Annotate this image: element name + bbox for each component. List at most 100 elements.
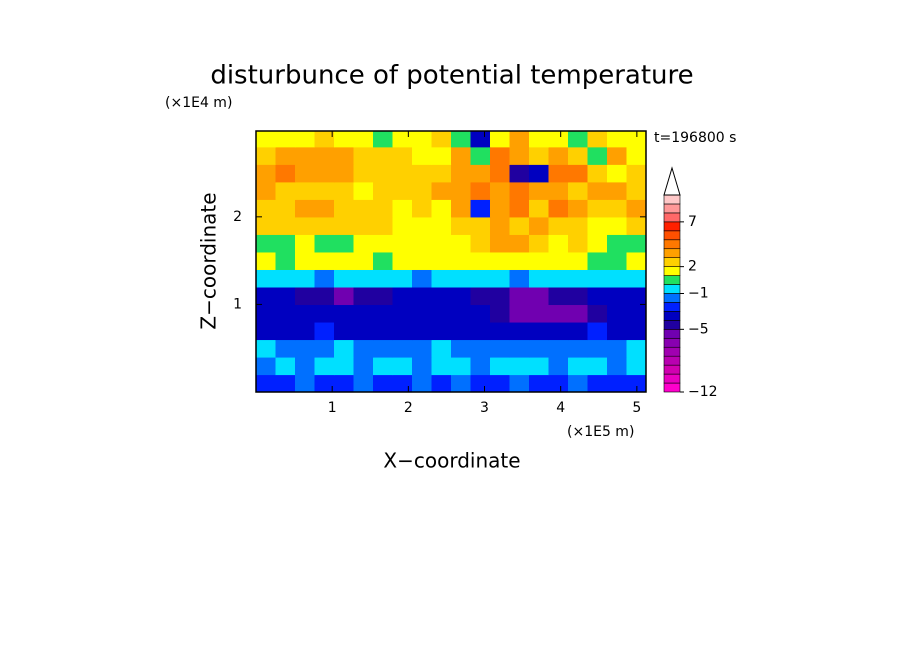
contour-cell: [295, 181, 316, 200]
colorbar-box: [663, 203, 681, 214]
contour-cell: [353, 339, 374, 358]
contour-cell: [607, 321, 628, 341]
contour-cell: [568, 269, 589, 288]
contour-cell: [373, 269, 394, 288]
contour-cell: [626, 181, 646, 200]
contour-cell: [275, 321, 296, 341]
contour-cell: [275, 164, 296, 183]
y-unit: (×1E4 m): [165, 95, 232, 111]
contour-cell: [626, 164, 646, 183]
contour-cell: [470, 131, 491, 148]
contour-cell: [431, 216, 452, 235]
contour-cell: [548, 216, 569, 235]
contour-cell: [490, 374, 511, 392]
contour-cell: [412, 286, 433, 306]
contour-cell: [373, 286, 394, 306]
x-tick-label: 1: [328, 400, 337, 416]
contour-cell: [295, 131, 316, 148]
contour-cell: [353, 199, 374, 218]
colorbar-box: [663, 373, 681, 384]
contour-cell: [509, 181, 530, 200]
contour-cell: [295, 251, 316, 270]
contour-cell: [256, 234, 277, 253]
contour-cell: [373, 374, 394, 392]
contour-cell: [548, 234, 569, 253]
contour-cell: [412, 181, 433, 200]
contour-cell: [314, 304, 335, 323]
contour-cell: [392, 374, 413, 392]
contour-cell: [373, 321, 394, 341]
contour-cell: [256, 164, 277, 183]
contour-cell: [587, 131, 608, 148]
contour-cell: [529, 356, 550, 376]
contour-cell: [451, 339, 472, 358]
contour-cell: [353, 146, 374, 165]
contour-cell: [373, 146, 394, 165]
contour-cell: [295, 286, 316, 306]
contour-cell: [275, 286, 296, 306]
contour-cell: [470, 234, 491, 253]
contour-cell: [451, 146, 472, 165]
contour-cell: [587, 304, 608, 323]
contour-cell: [490, 199, 511, 218]
contour-field: [256, 131, 646, 392]
contour-cell: [587, 374, 608, 392]
contour-cell: [451, 321, 472, 341]
contour-cell: [314, 321, 335, 341]
contour-cell: [529, 304, 550, 323]
contour-cell: [392, 216, 413, 235]
contour-cell: [548, 304, 569, 323]
contour-cell: [353, 321, 374, 341]
contour-cell: [431, 199, 452, 218]
colorbar-box: [663, 212, 681, 223]
contour-cell: [275, 131, 296, 148]
colorbar-tick-label: 7: [688, 214, 697, 230]
contour-cell: [412, 164, 433, 183]
contour-cell: [314, 374, 335, 392]
contour-cell: [256, 269, 277, 288]
contour-cell: [353, 251, 374, 270]
contour-cell: [256, 216, 277, 235]
contour-cell: [431, 181, 452, 200]
contour-cell: [626, 131, 646, 148]
contour-cell: [607, 131, 628, 148]
contour-cell: [607, 269, 628, 288]
contour-cell: [626, 251, 646, 270]
contour-cell: [568, 356, 589, 376]
contour-cell: [392, 286, 413, 306]
contour-cell: [431, 321, 452, 341]
colorbar-box: [663, 230, 681, 241]
contour-cell: [353, 374, 374, 392]
contour-cell: [490, 356, 511, 376]
contour-cell: [373, 164, 394, 183]
contour-cell: [275, 374, 296, 392]
colorbar-box: [663, 221, 681, 232]
contour-cell: [314, 181, 335, 200]
contour-cell: [568, 321, 589, 341]
x-unit: (×1E5 m): [567, 424, 634, 440]
contour-cell: [568, 251, 589, 270]
contour-cell: [451, 164, 472, 183]
contour-cell: [607, 181, 628, 200]
contour-cell: [529, 164, 550, 183]
contour-cell: [509, 269, 530, 288]
contour-cell: [353, 269, 374, 288]
contour-cell: [626, 269, 646, 288]
contour-cell: [568, 374, 589, 392]
contour-cell: [607, 339, 628, 358]
contour-cell: [451, 131, 472, 148]
contour-cell: [587, 286, 608, 306]
contour-cell: [509, 131, 530, 148]
contour-cell: [373, 131, 394, 148]
y-axis-label: Z−coordinate: [197, 192, 221, 329]
contour-cell: [587, 181, 608, 200]
contour-cell: [275, 304, 296, 323]
contour-cell: [587, 164, 608, 183]
contour-cell: [256, 304, 277, 323]
contour-cell: [509, 251, 530, 270]
contour-cell: [626, 304, 646, 323]
contour-cell: [392, 269, 413, 288]
colorbar-box: [663, 302, 681, 312]
contour-cell: [490, 146, 511, 165]
